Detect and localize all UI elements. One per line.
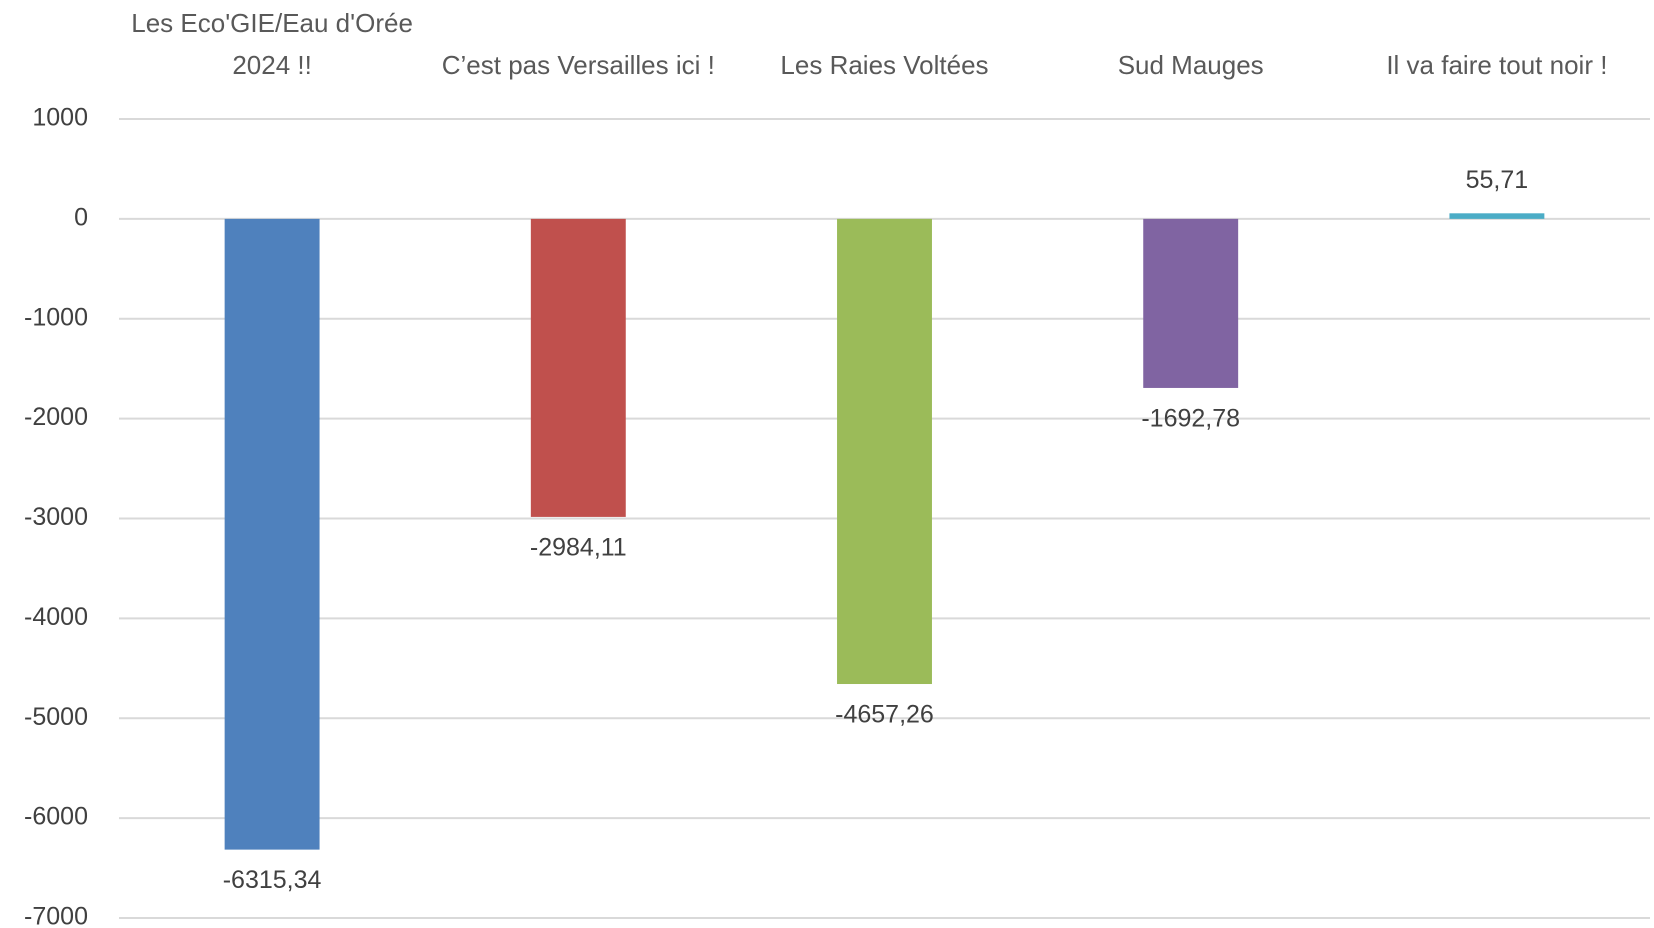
y-tick-label: 0 bbox=[74, 203, 88, 231]
y-tick-label: -7000 bbox=[24, 903, 88, 928]
data-label: 55,71 bbox=[1466, 166, 1529, 194]
category-label: Il va faire tout noir ! bbox=[1386, 50, 1608, 80]
category-label: Les Raies Voltées bbox=[780, 50, 989, 80]
y-tick-label: -5000 bbox=[24, 703, 88, 731]
y-tick-label: -6000 bbox=[24, 803, 88, 831]
category-label: C’est pas Versailles ici ! bbox=[441, 50, 715, 80]
bar bbox=[837, 218, 932, 685]
data-label: -6315,34 bbox=[223, 866, 322, 894]
y-tick-label: -2000 bbox=[24, 403, 88, 431]
category-label: Sud Mauges bbox=[1117, 50, 1264, 80]
category-label: Les Eco'GIE/Eau d'Orée 2024 !! bbox=[131, 8, 413, 80]
y-tick-label: -4000 bbox=[24, 603, 88, 631]
data-label: -4657,26 bbox=[835, 701, 934, 729]
y-tick-label: 1000 bbox=[32, 104, 88, 132]
y-tick-label: -1000 bbox=[24, 303, 88, 331]
bar bbox=[1449, 213, 1545, 219]
data-label: -2984,11 bbox=[530, 534, 627, 562]
bar bbox=[224, 218, 320, 850]
bar bbox=[1143, 218, 1239, 388]
data-label: -1692,78 bbox=[1141, 405, 1240, 433]
y-tick-label: -3000 bbox=[24, 503, 88, 531]
bar bbox=[530, 218, 626, 517]
